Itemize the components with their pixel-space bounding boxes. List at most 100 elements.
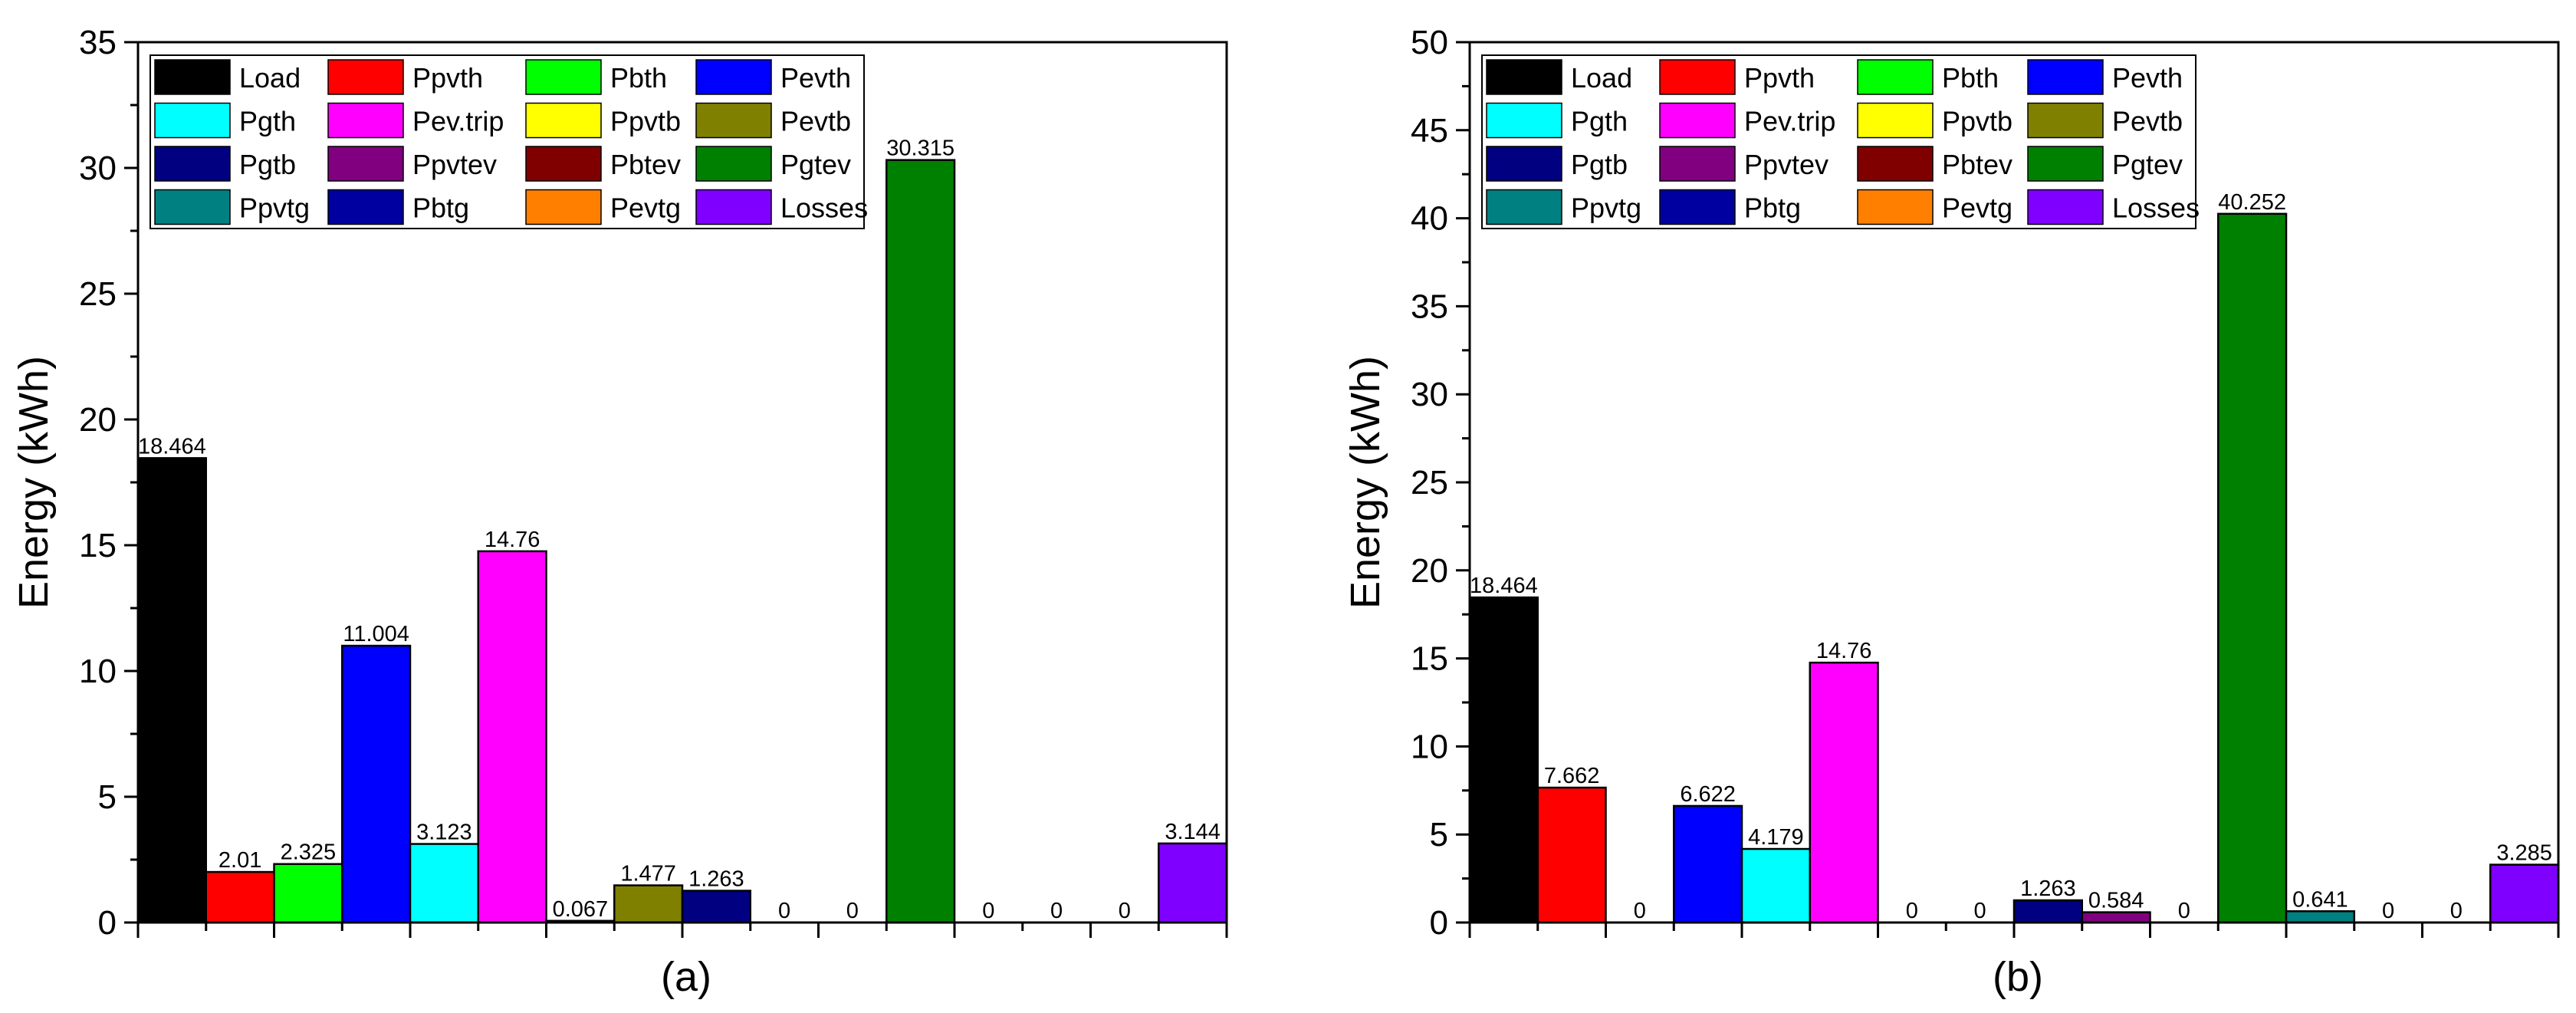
bar-value-label: 7.662 xyxy=(1544,764,1600,788)
legend-swatch xyxy=(1857,102,1934,139)
bar-ppvth xyxy=(1536,786,1607,924)
bar-pevth xyxy=(1673,804,1743,924)
legend-swatch xyxy=(1659,102,1736,139)
legend-swatch xyxy=(154,189,231,225)
bar-value-label: 0 xyxy=(2178,899,2190,923)
y-tick-label: 30 xyxy=(1411,376,1448,413)
legend-entry-label: Losses xyxy=(780,192,868,224)
legend-entry-label: Pevtb xyxy=(780,106,851,137)
legend-entry-label: Pevtb xyxy=(2112,106,2183,137)
legend-entry-label: Pgtb xyxy=(239,149,296,180)
legend-entry-label: Ppvtb xyxy=(610,106,681,137)
chart-panel-1: 0 5 10 15 20 25 30 35 18.464 2.01 2.325 11.004 3.123… xyxy=(11,24,1228,1000)
bar-value-label: 0 xyxy=(982,899,994,923)
legend-swatch xyxy=(1659,59,1736,95)
y-tick-label: 35 xyxy=(1411,288,1448,325)
legend-entry-label: Ppvtev xyxy=(1744,149,1829,180)
y-tick-label: 10 xyxy=(1411,728,1448,765)
bar-value-label: 2.01 xyxy=(219,848,261,873)
bar-value-label: 0 xyxy=(1974,899,1986,923)
bar-value-label: 0 xyxy=(2450,899,2463,923)
y-tick-label: 25 xyxy=(79,275,117,313)
legend-entry-label: Ppvtb xyxy=(1942,106,2013,137)
legend-swatch xyxy=(154,146,231,182)
y-tick-label: 50 xyxy=(1411,24,1448,61)
legend-entry-label: Ppvtev xyxy=(412,149,497,180)
y-tick-label: 15 xyxy=(1411,640,1448,678)
panel-label: (a) xyxy=(661,954,711,1000)
legend-swatch xyxy=(695,102,772,139)
legend-entry-label: Pbtg xyxy=(412,192,469,224)
bar-losses xyxy=(1158,842,1228,924)
legend-entry-label: Pbtev xyxy=(610,149,681,180)
legend-swatch xyxy=(525,189,602,225)
bar-value-label: 1.263 xyxy=(688,867,744,892)
bar-value-label: 0 xyxy=(2382,899,2394,923)
bar-value-label: 0.641 xyxy=(2292,887,2348,912)
legend-swatch xyxy=(327,146,404,182)
bar-value-label: 18.464 xyxy=(1470,574,1538,598)
bar-value-label: 4.179 xyxy=(1748,825,1804,850)
legend-swatch xyxy=(525,59,602,95)
bar-value-label: 0 xyxy=(1906,899,1918,923)
bar-value-label: 0 xyxy=(846,899,859,923)
y-tick-label: 20 xyxy=(1411,552,1448,590)
bar-value-label: 0.067 xyxy=(553,897,609,922)
legend: Load Ppvth Pbth Pevth Pgth Pev.trip Ppvtb Pevtb… xyxy=(1481,54,2200,229)
legend-entry-label: Ppvtg xyxy=(239,192,310,224)
y-tick-label: 0 xyxy=(98,904,117,942)
bar-pgth xyxy=(409,843,479,924)
legend-swatch xyxy=(327,102,404,139)
y-tick-label: 5 xyxy=(1430,816,1448,853)
legend-swatch xyxy=(154,102,231,139)
legend-entry-label: Pbth xyxy=(610,62,667,94)
legend-swatch xyxy=(2027,146,2104,182)
legend-entry-label: Load xyxy=(239,62,301,94)
legend-entry-label: Pgth xyxy=(239,106,296,137)
legend-swatch xyxy=(1857,146,1934,182)
bar-value-label: 6.622 xyxy=(1680,782,1736,807)
bar-ppvtev xyxy=(2081,911,2151,924)
legend-swatch xyxy=(1857,59,1934,95)
legend-swatch xyxy=(525,102,602,139)
y-tick-label: 15 xyxy=(79,527,117,564)
bar-value-label: 3.285 xyxy=(2496,841,2552,866)
bar-value-label: 0.584 xyxy=(2088,889,2144,913)
bar-value-label: 30.315 xyxy=(886,136,955,161)
bar-pgth xyxy=(1740,847,1811,924)
legend-entry-label: Ppvtg xyxy=(1571,192,1641,224)
legend-swatch xyxy=(695,59,772,95)
plot-frame xyxy=(1468,41,2560,924)
y-tick-label: 35 xyxy=(79,24,117,61)
legend-entry-label: Pev.trip xyxy=(412,106,504,137)
bar-value-label: 14.76 xyxy=(485,528,540,552)
legend-entry-label: Pgtev xyxy=(780,149,851,180)
y-tick-label: 40 xyxy=(1411,200,1448,238)
bar-value-label: 3.144 xyxy=(1165,820,1221,844)
bar-value-label: 14.76 xyxy=(1816,639,1872,663)
panel-label: (b) xyxy=(1993,954,2043,1000)
y-tick-label: 10 xyxy=(79,653,117,690)
y-tick-label: 5 xyxy=(98,778,117,816)
bar-value-label: 11.004 xyxy=(343,622,409,646)
bar-losses xyxy=(2489,863,2560,924)
bar-ppvtg xyxy=(2285,910,2355,924)
y-tick-label: 0 xyxy=(1430,904,1448,942)
legend-swatch xyxy=(2027,189,2104,225)
legend-entry-label: Pevth xyxy=(2112,62,2183,94)
bar-value-label: 0 xyxy=(1634,899,1646,923)
legend-swatch xyxy=(1857,189,1934,225)
legend-entry-label: Ppvth xyxy=(1744,62,1815,94)
bar-pgtev xyxy=(2217,212,2288,924)
legend-swatch xyxy=(695,146,772,182)
bar-pgtb xyxy=(681,890,751,924)
bar-pgtev xyxy=(886,159,956,924)
legend-entry-label: Pgtev xyxy=(2112,149,2183,180)
bar-value-label: 0 xyxy=(1119,899,1131,923)
bar-value-label: 3.123 xyxy=(416,821,472,845)
legend-swatch xyxy=(1659,146,1736,182)
bar-value-label: 0 xyxy=(778,899,790,923)
legend-entry-label: Ppvth xyxy=(412,62,483,94)
legend-entry-label: Load xyxy=(1571,62,1632,94)
bar-pev-trip xyxy=(477,550,547,924)
